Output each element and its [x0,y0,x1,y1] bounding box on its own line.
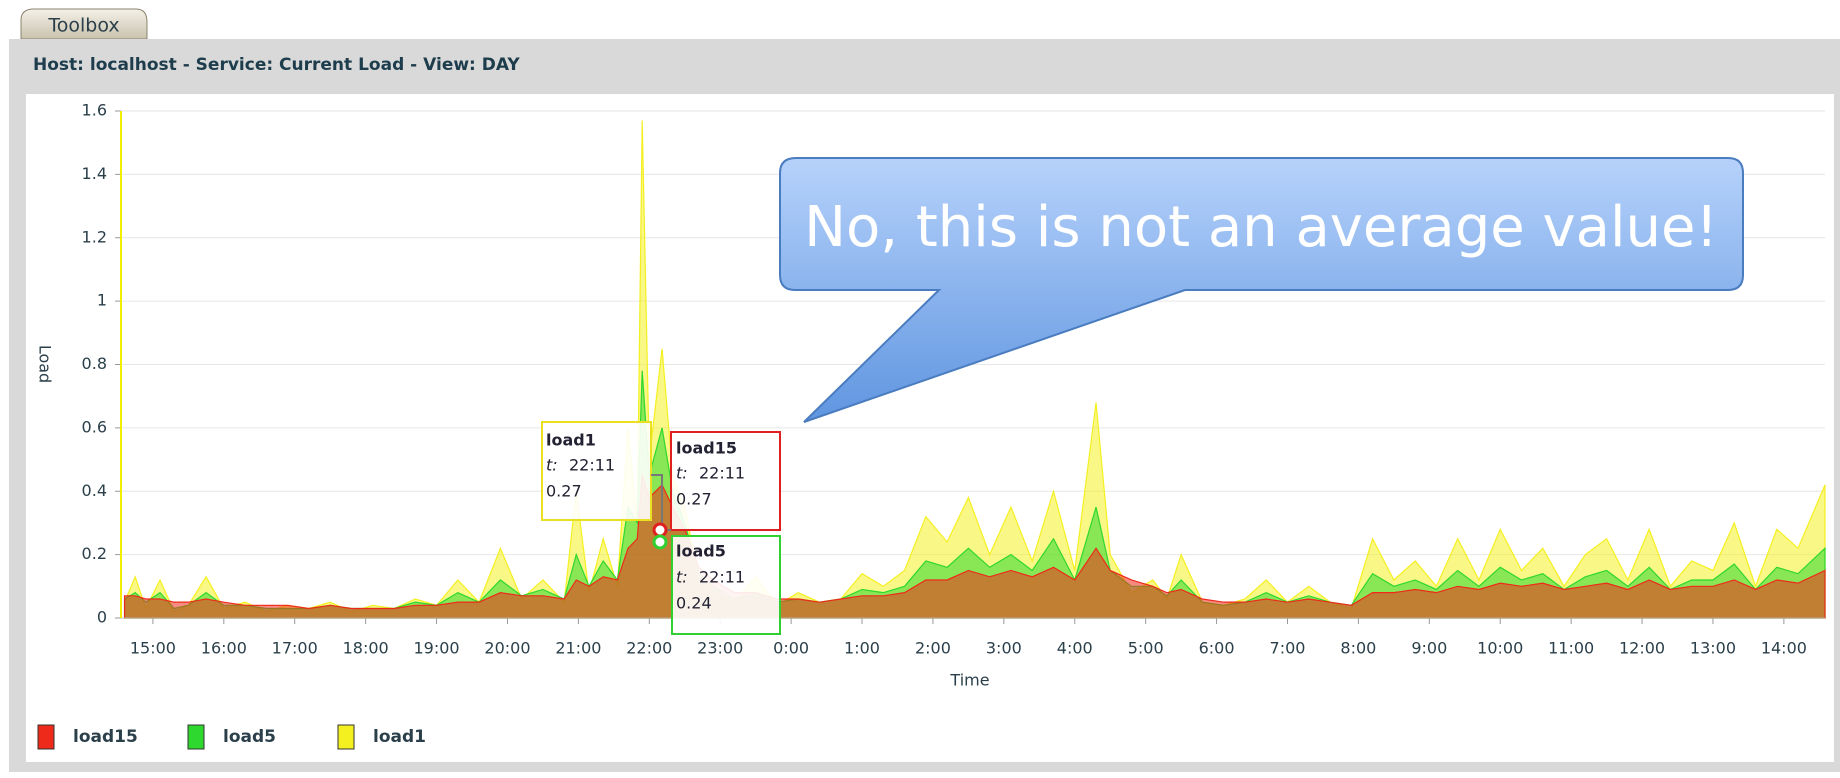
y-tick-label: 1.6 [82,101,107,120]
x-tick-label: 8:00 [1340,639,1376,658]
tooltip-time: 22:11 [699,464,745,483]
legend-label: load15 [73,727,138,747]
x-tick-label: 17:00 [272,639,318,658]
tooltip: load5 t: 22:11 0.24 [671,535,781,635]
legend: load15 load5 load1 [37,724,426,750]
x-tick-label: 0:00 [773,639,809,658]
toolbox-label[interactable]: Toolbox [47,15,119,37]
y-tick-label: 0.2 [82,544,107,563]
series-area [123,120,1826,619]
tooltip-time: 22:11 [569,456,615,475]
plot: 0 0.2 0.4 0.6 0.8 1 1.2 1.4 1.6 15:00 16:00 17:00 18… [82,101,1826,658]
x-axis-label: Time [949,671,989,690]
tooltip-value: 0.27 [676,490,712,509]
y-tick-label: 0.8 [82,354,107,373]
x-tick-label: 2:00 [915,639,951,658]
legend-swatch [337,724,355,750]
legend-label: load5 [223,727,276,747]
x-tick-label: 16:00 [201,639,247,658]
tooltip-name: load15 [676,439,737,458]
y-tick-label: 0 [97,608,107,627]
y-axis-label: Load [36,345,55,383]
callout-text: No, this is not an average value! [804,195,1718,260]
tooltip-name: load1 [546,431,596,450]
tooltip-name: load5 [676,542,726,561]
x-tick-label: 22:00 [626,639,672,658]
x-tick-label: 19:00 [414,639,460,658]
x-tick-label: 5:00 [1128,639,1164,658]
tooltip-value: 0.27 [546,482,582,501]
x-tick-label: 9:00 [1411,639,1447,658]
x-tick-label: 7:00 [1270,639,1306,658]
x-tick-label: 4:00 [1057,639,1093,658]
legend-swatch [187,724,205,750]
series-area [123,475,1826,619]
callout [779,157,1744,423]
hover-marker [652,534,668,550]
hover-marker [652,522,668,538]
tooltip: load15 t: 22:11 0.27 [670,431,781,531]
tooltip: load1 t: 22:11 0.27 [541,421,652,521]
y-tick-label: 1 [97,291,107,310]
x-tick-label: 10:00 [1477,639,1523,658]
tooltip-label: t: [676,464,688,483]
toolbox-tab[interactable] [20,8,148,40]
legend-label: load1 [373,727,426,747]
tooltip-value: 0.24 [676,594,712,613]
x-tick-label: 12:00 [1619,639,1665,658]
tooltip-time: 22:11 [699,568,745,587]
x-tick-label: 20:00 [484,639,530,658]
x-tick-label: 3:00 [986,639,1022,658]
legend-swatch [37,724,55,750]
y-tick-label: 1.2 [82,227,107,246]
panel-header: Host: localhost - Service: Current Load … [33,55,520,75]
tooltip-label: t: [676,568,688,587]
x-tick-label: 14:00 [1761,639,1807,658]
x-tick-label: 11:00 [1548,639,1594,658]
y-tick-label: 0.4 [82,481,107,500]
y-tick-label: 1.4 [82,164,107,183]
x-tick-label: 21:00 [555,639,601,658]
x-tick-label: 23:00 [697,639,743,658]
y-tick-label: 0.6 [82,417,107,436]
x-tick-label: 1:00 [844,639,880,658]
x-tick-label: 18:00 [343,639,389,658]
x-tick-label: 6:00 [1199,639,1235,658]
x-tick-label: 15:00 [130,639,176,658]
x-tick-label: 13:00 [1690,639,1736,658]
tooltip-label: t: [546,456,558,475]
